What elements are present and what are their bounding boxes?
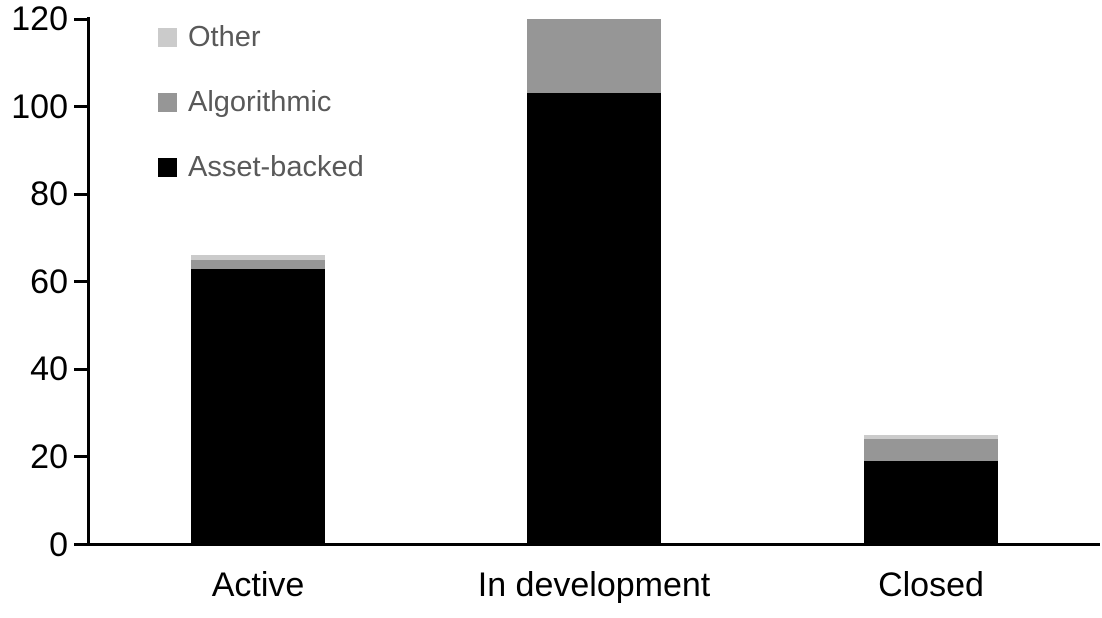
x-category-label-in-development: In development <box>477 566 711 604</box>
bar-segment-in-development-algorithmic <box>527 19 661 94</box>
bar-segment-active-other <box>191 255 325 260</box>
x-axis-line <box>74 543 1100 546</box>
legend-label-other: Other <box>188 20 261 53</box>
y-tick-label: 80 <box>30 175 68 214</box>
y-tick-mark <box>74 17 88 21</box>
y-tick-mark <box>74 280 88 284</box>
y-tick-mark <box>74 543 88 546</box>
y-tick-mark <box>74 455 88 459</box>
legend-entry-algorithmic: Algorithmic <box>158 87 364 116</box>
legend: Other Algorithmic Asset-backed <box>158 22 364 181</box>
x-category-label-active: Active <box>211 566 305 604</box>
legend-label-asset-backed: Asset-backed <box>188 150 364 183</box>
y-tick-label: 40 <box>30 350 68 389</box>
y-tick-label: 0 <box>49 525 68 564</box>
bar-segment-closed-asset-backed <box>864 461 998 545</box>
y-tick-label: 120 <box>11 0 68 38</box>
legend-swatch-asset-backed-icon <box>158 157 177 177</box>
legend-swatch-algorithmic-icon <box>158 92 177 112</box>
y-tick-label: 100 <box>11 87 68 126</box>
y-tick-label: 60 <box>30 262 68 301</box>
bar-segment-closed-algorithmic <box>864 439 998 462</box>
bar-segment-closed-other <box>864 435 998 440</box>
legend-entry-asset-backed: Asset-backed <box>158 152 364 181</box>
y-tick-mark <box>74 105 88 109</box>
bar-segment-active-asset-backed <box>191 268 325 545</box>
legend-entry-other: Other <box>158 22 364 51</box>
y-axis-line <box>87 17 90 546</box>
bar-segment-active-algorithmic <box>191 259 325 269</box>
bar-segment-in-development-asset-backed <box>527 93 661 545</box>
x-category-label-closed: Closed <box>878 566 984 604</box>
y-tick-mark <box>74 367 88 371</box>
legend-swatch-other-icon <box>158 27 177 47</box>
legend-label-algorithmic: Algorithmic <box>188 85 332 118</box>
y-tick-mark <box>74 192 88 196</box>
y-tick-label: 20 <box>30 437 68 476</box>
